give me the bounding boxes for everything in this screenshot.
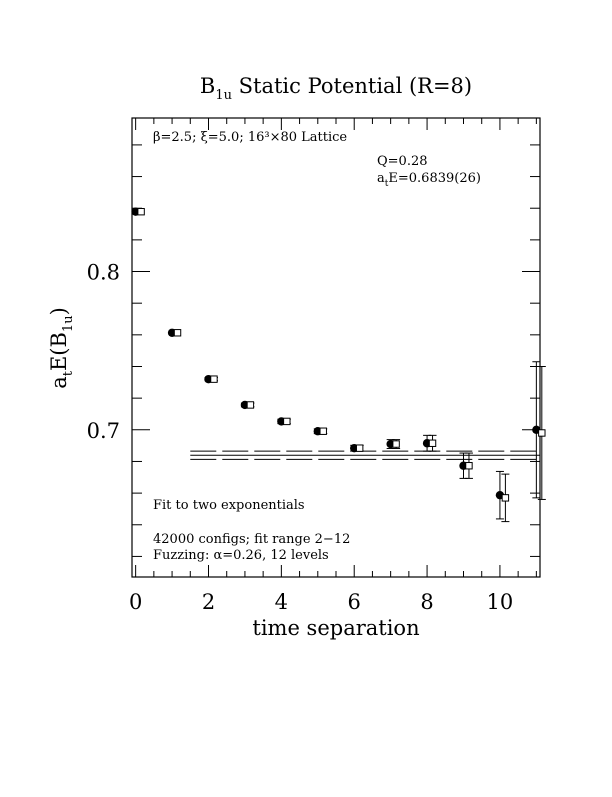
fit-value-subscript: t xyxy=(385,179,389,189)
x-axis-title: time separation xyxy=(252,616,419,640)
q-annotation: Q=0.28 xyxy=(377,154,428,169)
fuzzing-annotation: Fuzzing: α=0.26, 12 levels xyxy=(153,548,329,563)
ticks-layer: 0 2 4 6 8 10 0.7 0.8 xyxy=(87,118,540,614)
data-point-square xyxy=(538,429,546,437)
fit-band xyxy=(190,450,540,460)
y-axis-title: atE(B1u) xyxy=(47,307,76,389)
y-tick-label: 0.8 xyxy=(87,261,120,285)
x-tick-label: 8 xyxy=(420,590,433,614)
x-tick-label: 10 xyxy=(487,590,514,614)
data-point-square xyxy=(137,207,145,216)
data-point-square xyxy=(392,440,400,448)
x-tick-label: 2 xyxy=(202,590,215,614)
data-point-square xyxy=(319,427,327,435)
fit-value-prefix: a xyxy=(377,171,385,186)
y-tick-label: 0.7 xyxy=(87,419,120,443)
fit-value-text: E=0.6839(26) xyxy=(388,171,481,186)
data-points xyxy=(131,207,546,523)
y-title-b-sub: 1u xyxy=(61,315,76,332)
data-point-square xyxy=(428,439,437,447)
y-title-a: a xyxy=(47,376,71,389)
data-point-square xyxy=(246,401,255,409)
lattice-annotation: β=2.5; ξ=5.0; 16³×80 Lattice xyxy=(153,130,347,145)
x-tick-label: 6 xyxy=(348,590,361,614)
x-tick-label: 0 xyxy=(129,590,142,614)
y-title-mid: E(B xyxy=(47,332,71,371)
title-subscript: 1u xyxy=(215,88,232,103)
title-rest: Static Potential (R=8) xyxy=(232,74,472,98)
data-point-square xyxy=(355,444,364,452)
y-title-a-sub: t xyxy=(61,370,76,376)
data-point-square xyxy=(283,417,291,426)
data-point-square xyxy=(173,329,182,337)
fit-value-annotation: atE=0.6839(26) xyxy=(377,171,481,189)
configs-annotation: 42000 configs; fit range 2−12 xyxy=(153,532,350,547)
chart-title: B1u Static Potential (R=8) xyxy=(200,74,472,103)
x-tick-label: 4 xyxy=(275,590,288,614)
y-title-end: ) xyxy=(47,307,71,315)
fit-method-annotation: Fit to two exponentials xyxy=(153,498,305,513)
data-point-square xyxy=(501,494,510,502)
title-main: B xyxy=(200,74,215,98)
data-point-square xyxy=(465,462,473,470)
data-point-square xyxy=(210,375,218,383)
